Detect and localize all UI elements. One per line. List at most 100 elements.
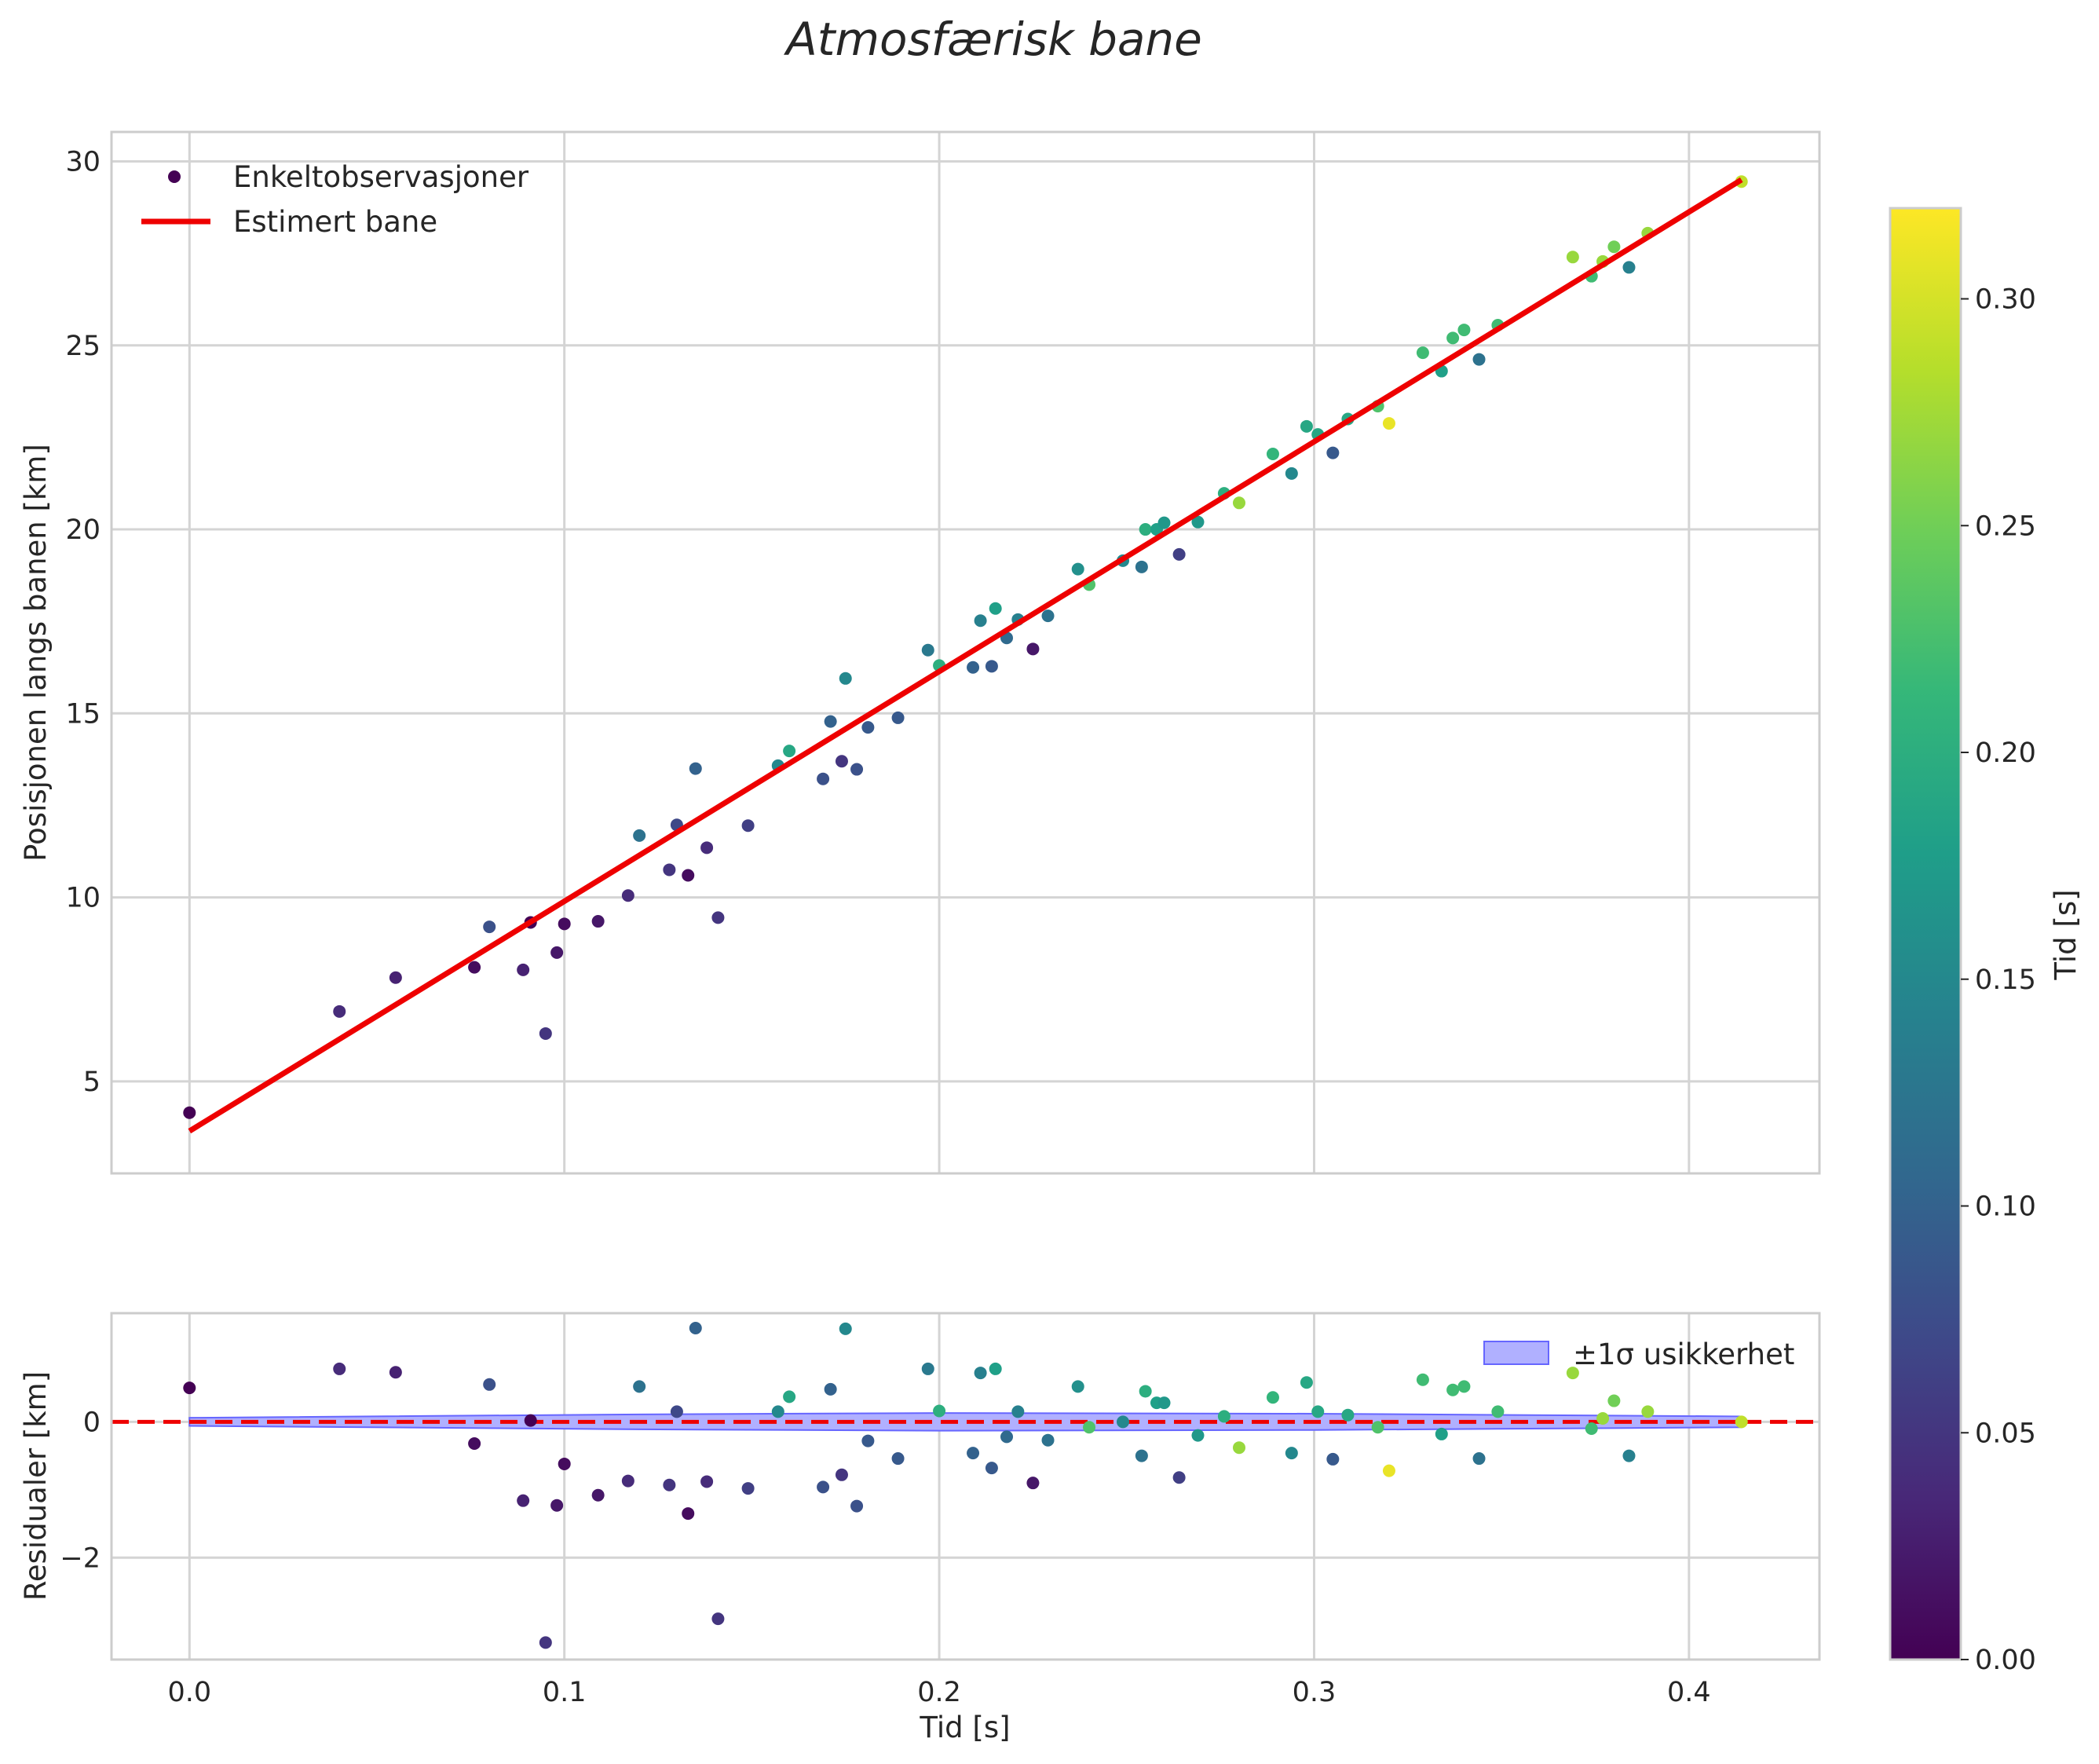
residual-point (711, 1612, 725, 1626)
top-panel-frame (110, 130, 1821, 1175)
residual-point (985, 1462, 998, 1475)
observation-point (891, 711, 905, 724)
observation-point (550, 946, 564, 959)
residual-points (183, 1322, 1748, 1649)
observation-point (850, 763, 864, 776)
bottom-grid (112, 1313, 1819, 1660)
residual-point (483, 1378, 496, 1391)
residual-point (389, 1366, 402, 1379)
observation-point (1607, 240, 1621, 254)
residual-point (1596, 1412, 1610, 1425)
top-y-tick-label: 20 (65, 514, 101, 546)
bottom-y-axis-label: Residualer [km] (19, 1371, 53, 1601)
residual-point (967, 1447, 980, 1460)
observation-point (689, 762, 702, 775)
residual-point (468, 1437, 481, 1451)
residual-point (1435, 1427, 1448, 1440)
observation-point (1139, 523, 1152, 536)
residual-point (861, 1434, 875, 1447)
residual-point (1011, 1405, 1025, 1418)
residual-point (1026, 1477, 1040, 1490)
residual-point (1566, 1367, 1579, 1380)
observation-point (839, 672, 852, 685)
top-y-tick-label: 5 (83, 1067, 101, 1098)
residual-point (989, 1362, 1002, 1375)
residual-point (741, 1482, 755, 1495)
legend-scatter-marker (168, 170, 181, 183)
observation-point (483, 920, 496, 934)
observation-point (1566, 251, 1579, 264)
top-y-tick-label: 10 (65, 883, 101, 914)
legend-scatter-label: Enkeltobservasjoner (233, 160, 529, 194)
colorbar-tick-label: 0.00 (1975, 1645, 2036, 1676)
residual-point (974, 1367, 987, 1380)
colorbar-tick-label: 0.10 (1975, 1191, 2036, 1223)
observation-point (824, 715, 837, 728)
top-legend: Enkeltobservasjoner Estimert bane (141, 160, 529, 239)
residual-point (1083, 1421, 1096, 1434)
residual-point (771, 1405, 784, 1418)
residual-point (1000, 1430, 1014, 1444)
observation-point (539, 1027, 552, 1040)
x-axis-label: Tid [s] (919, 1711, 1010, 1744)
colorbar-tick-label: 0.30 (1975, 284, 2036, 316)
colorbar-label: Tid [s] (2049, 889, 2083, 980)
residual-point (1416, 1373, 1429, 1386)
residual-point (824, 1382, 837, 1396)
colorbar-tick-label: 0.25 (1975, 511, 2036, 542)
legend-band-label: ±1σ usikkerhet (1573, 1338, 1794, 1371)
top-y-axis-label: Posisjonen langs banen [km] (19, 444, 53, 862)
observation-point (1416, 346, 1429, 360)
observation-point (1026, 642, 1040, 656)
residual-point (817, 1480, 830, 1494)
residual-point (891, 1452, 905, 1466)
residual-point (933, 1404, 946, 1418)
residual-point (558, 1457, 571, 1470)
bottom-y-tick-labels: −2 0 (60, 1407, 101, 1574)
observation-point (1472, 353, 1486, 366)
observation-point (1191, 515, 1205, 529)
bottom-panel-frame (110, 1312, 1821, 1661)
observation-point (682, 869, 695, 882)
top-y-tick-label: 15 (65, 698, 101, 730)
top-scatter-points (183, 175, 1748, 1119)
top-grid (112, 132, 1819, 1173)
residual-point (1622, 1449, 1636, 1462)
observation-point (985, 660, 998, 673)
residual-point (1326, 1452, 1340, 1466)
observation-point (974, 614, 987, 628)
residual-point (835, 1468, 848, 1481)
chart-title: Atmosfærisk bane (783, 13, 1202, 66)
residual-point (1472, 1452, 1486, 1466)
residual-point (1607, 1394, 1621, 1407)
residual-point (1341, 1408, 1355, 1422)
observation-point (517, 963, 530, 976)
top-y-tick-label: 25 (65, 331, 101, 362)
observation-point (1622, 261, 1636, 274)
residual-point (1139, 1385, 1152, 1398)
residual-point (1446, 1383, 1460, 1396)
colorbar: 0.00 0.05 0.10 0.15 0.20 0.25 0.30 Tid [s] (1889, 207, 2083, 1676)
observation-point (1266, 447, 1279, 460)
legend-band-swatch (1483, 1341, 1549, 1365)
residual-point (1491, 1405, 1505, 1418)
observation-point (1041, 609, 1055, 623)
observation-point (1457, 324, 1471, 337)
colorbar-tick-label: 0.20 (1975, 737, 2036, 769)
residual-point (333, 1362, 346, 1375)
observation-point (1326, 446, 1340, 459)
residual-point (517, 1494, 530, 1507)
residual-point (700, 1475, 714, 1488)
residual-point (1735, 1415, 1748, 1429)
observation-point (783, 745, 796, 758)
residual-point (1217, 1410, 1231, 1423)
observation-point (967, 661, 980, 674)
residual-point (183, 1382, 196, 1395)
residual-point (1191, 1429, 1205, 1442)
observation-point (183, 1106, 196, 1119)
residual-point (850, 1499, 864, 1513)
residual-point (1071, 1380, 1084, 1393)
residual-point (1135, 1449, 1148, 1462)
